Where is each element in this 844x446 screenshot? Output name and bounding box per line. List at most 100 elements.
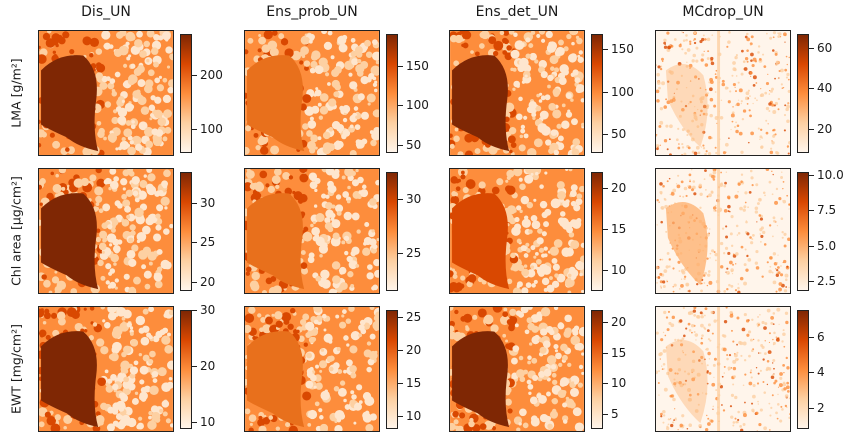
row-label-text: Chl area [µg/cm²] [8, 176, 24, 286]
colorbar-tick [192, 129, 197, 130]
colorbar [591, 34, 603, 153]
heatmap-panel [244, 30, 380, 156]
colorbar-tick-label: 10 [611, 263, 627, 277]
colorbar-tick [398, 66, 403, 67]
heatmap-image [245, 307, 379, 431]
column-title: Ens_det_UN [475, 4, 559, 20]
colorbar-tick [809, 337, 814, 338]
colorbar-tick-label: 2 [817, 401, 825, 415]
column-title: MCdrop_UN [682, 4, 764, 20]
heatmap-image [39, 31, 173, 155]
colorbar-tick [603, 134, 608, 135]
colorbar-tick-label: 40 [817, 81, 833, 95]
colorbar-tick [603, 353, 608, 354]
colorbar-tick [809, 246, 814, 247]
colorbar-tick [809, 210, 814, 211]
colorbar-tick-label: 30 [200, 196, 216, 210]
heatmap-panel [449, 168, 585, 294]
colorbar-tick-label: 60 [817, 41, 833, 55]
colorbar-tick [398, 145, 403, 146]
colorbar-tick-label: 30 [200, 303, 216, 317]
colorbar-tick [192, 75, 197, 76]
colorbar-tick-label: 100 [406, 98, 429, 112]
colorbar [386, 34, 398, 153]
heatmap-panel [38, 306, 174, 432]
heatmap-panel [655, 168, 791, 294]
row-label-text: LMA [g/m²] [8, 58, 24, 128]
colorbar-tick-label: 15 [406, 376, 422, 390]
heatmap-panel [244, 306, 380, 432]
colorbar-tick [809, 129, 814, 130]
column-title: Dis_UN [81, 4, 131, 20]
colorbar-tick [809, 88, 814, 89]
colorbar [591, 310, 603, 429]
heatmap-image [450, 169, 584, 293]
colorbar-tick [398, 383, 403, 384]
colorbar-tick [192, 422, 197, 423]
colorbar-tick [809, 408, 814, 409]
colorbar [386, 310, 398, 429]
colorbar-tick [398, 317, 403, 318]
colorbar [180, 172, 192, 291]
colorbar-tick [603, 414, 608, 415]
colorbar-tick-label: 200 [200, 68, 223, 82]
colorbar-tick [603, 92, 608, 93]
colorbar-tick-label: 4 [817, 365, 825, 379]
colorbar-tick-label: 25 [200, 235, 216, 249]
colorbar-tick-label: 10 [406, 409, 422, 423]
colorbar-tick-label: 20 [200, 359, 216, 373]
colorbar-tick [603, 322, 608, 323]
heatmap-image [450, 31, 584, 155]
heatmap-image [656, 169, 790, 293]
heatmap-image [656, 307, 790, 431]
colorbar-tick [603, 270, 608, 271]
colorbar-tick [603, 188, 608, 189]
heatmap-panel [38, 168, 174, 294]
colorbar-tick-label: 20 [611, 181, 627, 195]
colorbar-tick-label: 20 [200, 275, 216, 289]
colorbar-tick [398, 416, 403, 417]
colorbar-tick-label: 50 [611, 127, 627, 141]
colorbar-tick-label: 10 [611, 376, 627, 390]
colorbar-tick [192, 203, 197, 204]
colorbar [797, 310, 809, 429]
colorbar-tick-label: 25 [406, 310, 422, 324]
colorbar-tick [192, 242, 197, 243]
column-title: Ens_prob_UN [266, 4, 358, 20]
colorbar-tick-label: 15 [611, 346, 627, 360]
colorbar-tick-label: 25 [406, 246, 422, 260]
colorbar-tick-label: 100 [611, 85, 634, 99]
colorbar-tick-label: 150 [406, 59, 429, 73]
heatmap-image [245, 169, 379, 293]
heatmap-image [245, 31, 379, 155]
colorbar [386, 172, 398, 291]
colorbar-tick [398, 253, 403, 254]
colorbar-tick-label: 20 [406, 343, 422, 357]
colorbar [797, 172, 809, 291]
colorbar-tick [398, 105, 403, 106]
colorbar-tick [809, 175, 814, 176]
colorbar-tick-label: 5.0 [817, 239, 837, 253]
colorbar [180, 34, 192, 153]
heatmap-panel [655, 306, 791, 432]
colorbar-tick-label: 10 [200, 415, 216, 429]
colorbar [180, 310, 192, 429]
heatmap-panel [244, 168, 380, 294]
colorbar-tick-label: 20 [611, 315, 627, 329]
colorbar [591, 172, 603, 291]
heatmap-image [39, 307, 173, 431]
colorbar-tick-label: 30 [406, 192, 422, 206]
heatmap-panel [449, 30, 585, 156]
heatmap-image [450, 307, 584, 431]
colorbar-tick [192, 366, 197, 367]
heatmap-panel [449, 306, 585, 432]
heatmap-image [39, 169, 173, 293]
colorbar-tick [809, 281, 814, 282]
colorbar-tick-label: 6 [817, 330, 825, 344]
colorbar-tick [809, 372, 814, 373]
heatmap-panel [38, 30, 174, 156]
heatmap-panel [655, 30, 791, 156]
colorbar-tick [398, 199, 403, 200]
colorbar-tick-label: 50 [406, 138, 422, 152]
colorbar-tick-label: 5 [611, 407, 619, 421]
